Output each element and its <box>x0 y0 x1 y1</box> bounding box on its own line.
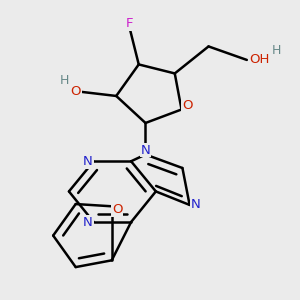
Text: H: H <box>272 44 281 57</box>
Text: O: O <box>70 85 81 98</box>
Text: N: N <box>83 155 93 168</box>
Text: N: N <box>141 143 150 157</box>
Text: N: N <box>83 216 93 229</box>
Text: OH: OH <box>249 53 269 66</box>
Text: O: O <box>182 99 193 112</box>
Text: H: H <box>60 74 69 87</box>
Text: F: F <box>126 17 134 30</box>
Text: N: N <box>190 198 200 212</box>
Text: O: O <box>112 203 122 216</box>
